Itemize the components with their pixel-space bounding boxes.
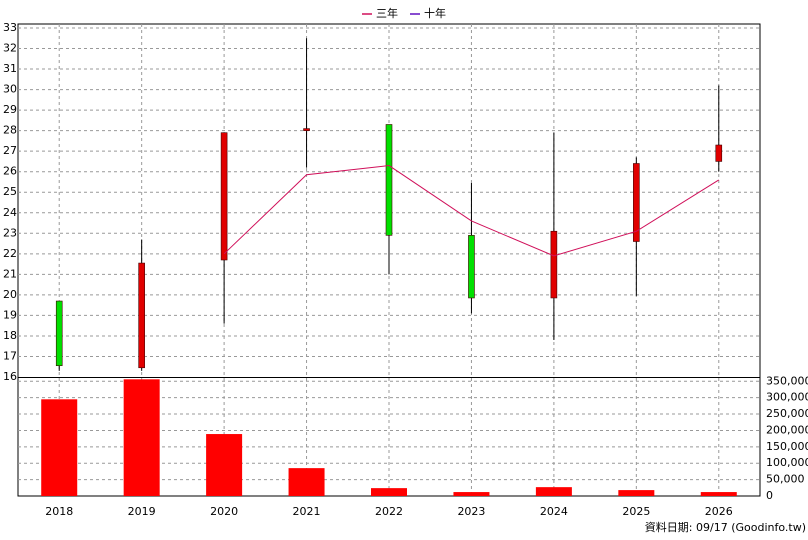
x-tick-label: 2018	[45, 505, 73, 518]
x-tick-label: 2026	[705, 505, 733, 518]
candle-body	[550, 230, 558, 299]
candle-body	[633, 163, 640, 242]
y2-tick-label: 0	[766, 489, 773, 502]
y-tick-label: 28	[3, 124, 17, 137]
x-tick-label: 2022	[375, 505, 403, 518]
y-tick-label: 16	[3, 370, 17, 383]
x-tick-label: 2024	[540, 505, 568, 518]
volume-bar	[206, 434, 243, 496]
candle-body	[385, 124, 393, 236]
candle-body	[468, 235, 475, 299]
x-tick-label: 2025	[622, 505, 650, 518]
legend-label: 十年	[424, 6, 446, 20]
y-tick-label: 30	[3, 83, 17, 96]
volume-bar	[535, 487, 572, 496]
candle-body	[55, 300, 63, 367]
candle-body	[715, 144, 723, 162]
y-tick-label: 17	[3, 349, 17, 362]
footer-note: 資料日期: 09/17 (Goodinfo.tw)	[645, 520, 806, 534]
volume-bar	[453, 492, 490, 496]
y-tick-label: 29	[3, 103, 17, 116]
y-tick-label: 32	[3, 42, 17, 55]
candle-body	[138, 262, 145, 369]
volume-bar	[41, 399, 78, 496]
volume-bar	[700, 492, 737, 496]
legend-label: 三年	[376, 6, 398, 20]
y-tick-label: 24	[3, 206, 17, 219]
y-tick-label: 27	[3, 144, 17, 157]
y2-tick-label: 300,000	[766, 391, 808, 404]
y2-tick-label: 200,000	[766, 423, 808, 436]
y-tick-label: 25	[3, 185, 17, 198]
y-tick-label: 23	[3, 226, 17, 239]
y-tick-label: 19	[3, 308, 17, 321]
volume-bar	[618, 490, 655, 496]
volume-bar	[123, 379, 160, 496]
y-tick-label: 22	[3, 247, 17, 260]
y2-tick-label: 50,000	[766, 473, 805, 486]
y2-tick-label: 100,000	[766, 456, 808, 469]
y-tick-label: 18	[3, 329, 17, 342]
y-tick-label: 33	[3, 21, 17, 34]
x-tick-label: 2019	[128, 505, 156, 518]
x-tick-label: 2021	[293, 505, 321, 518]
x-tick-label: 2020	[210, 505, 238, 518]
volume-bar	[288, 468, 325, 496]
y2-tick-label: 250,000	[766, 407, 808, 420]
y-tick-label: 31	[3, 62, 17, 75]
y2-tick-label: 350,000	[766, 374, 808, 387]
y-tick-label: 26	[3, 165, 17, 178]
volume-bar	[371, 488, 407, 496]
y2-tick-label: 150,000	[766, 440, 808, 453]
candle-body	[220, 132, 228, 261]
line-series	[223, 165, 720, 257]
candle-body	[303, 128, 310, 131]
y-tick-label: 20	[3, 288, 17, 301]
x-tick-label: 2023	[457, 505, 485, 518]
y-tick-label: 21	[3, 267, 17, 280]
